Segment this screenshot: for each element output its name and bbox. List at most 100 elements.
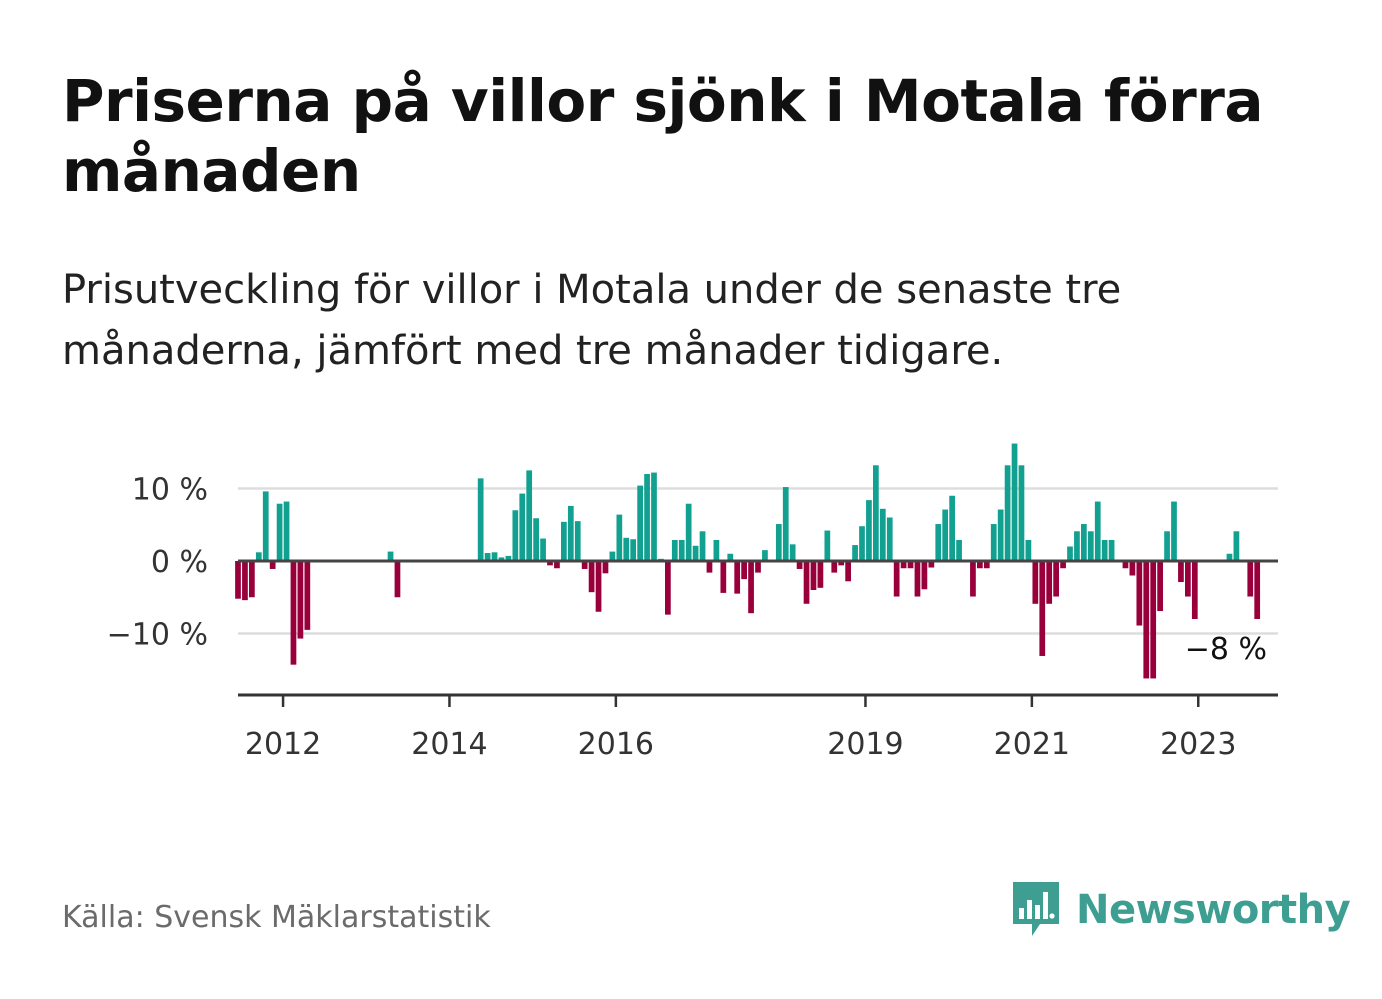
x-tick-label: 2016 — [578, 727, 654, 762]
bar — [1094, 501, 1101, 561]
newsworthy-logo[interactable]: Newsworthy — [1010, 880, 1351, 940]
bar — [1136, 561, 1143, 626]
bar — [1032, 561, 1039, 604]
axes — [238, 559, 1278, 707]
bar — [914, 561, 921, 597]
bar — [262, 491, 269, 561]
bar — [983, 561, 990, 569]
bar — [817, 561, 824, 588]
bar — [859, 526, 865, 561]
bar — [1157, 561, 1163, 612]
bar — [782, 487, 789, 561]
bar — [720, 561, 727, 593]
bar — [810, 561, 817, 590]
bar — [484, 553, 491, 561]
x-tick-label: 2014 — [411, 727, 487, 762]
bar — [588, 561, 595, 593]
bar — [699, 531, 706, 561]
bar — [574, 521, 581, 562]
bars — [235, 443, 1261, 679]
bar — [519, 493, 526, 561]
bar — [789, 544, 796, 561]
bar — [678, 539, 685, 561]
bar — [866, 500, 872, 561]
y-tick-label: 0 % — [151, 545, 208, 580]
bar — [907, 561, 914, 569]
bar — [665, 561, 671, 615]
bar — [956, 539, 962, 561]
bar — [748, 561, 754, 614]
bar — [304, 561, 311, 630]
bar — [561, 521, 567, 561]
bar — [706, 561, 713, 573]
bar — [928, 561, 935, 568]
bar — [935, 524, 942, 561]
bar — [1067, 546, 1073, 561]
last-value-annotation: −8 % — [1185, 632, 1267, 667]
x-tick-label: 2012 — [245, 727, 321, 762]
bar — [1129, 561, 1136, 576]
bar — [1060, 561, 1066, 569]
bar — [477, 478, 484, 561]
bar — [1039, 561, 1046, 656]
bar — [1074, 531, 1080, 561]
bar — [637, 485, 643, 561]
bar — [997, 509, 1004, 561]
bar — [873, 465, 879, 561]
bar — [727, 553, 734, 561]
bar — [644, 474, 650, 561]
bar — [1185, 561, 1191, 597]
bar — [1150, 561, 1157, 679]
source-note: Källa: Svensk Mäklarstatistik — [62, 900, 491, 935]
bar — [949, 495, 955, 561]
bar — [692, 545, 699, 561]
bar — [235, 561, 241, 599]
bar — [1254, 561, 1261, 619]
bar — [526, 470, 533, 562]
bar — [1011, 443, 1018, 561]
bar — [921, 561, 928, 590]
bar — [741, 561, 747, 580]
bar — [796, 561, 803, 569]
bar — [671, 539, 678, 561]
bar — [1191, 561, 1198, 619]
bar — [990, 524, 997, 561]
bar — [831, 561, 838, 573]
bar — [838, 561, 845, 566]
tick-labels: 10 % 0 % −10 % 2012 2014 2016 2019 2021 2023 −8 % — [107, 473, 1267, 763]
bar — [755, 561, 761, 573]
bar — [852, 545, 858, 561]
bar — [255, 552, 262, 561]
bar — [276, 503, 283, 561]
bar — [387, 551, 394, 561]
bar — [616, 514, 623, 561]
bar — [498, 557, 505, 562]
bar — [1143, 561, 1150, 679]
bar — [803, 561, 810, 604]
x-tick-label: 2023 — [1160, 727, 1236, 762]
y-tick-label: −10 % — [107, 618, 208, 653]
bar — [713, 539, 720, 561]
bar — [623, 537, 630, 561]
bar — [685, 503, 692, 561]
bar — [824, 530, 831, 561]
bar — [567, 505, 574, 561]
y-tick-label: 10 % — [132, 473, 208, 508]
bar — [505, 555, 512, 561]
bar — [595, 561, 602, 612]
bar — [970, 561, 976, 597]
bar — [651, 472, 657, 561]
bar — [1081, 524, 1087, 561]
bar — [242, 561, 248, 601]
bar — [290, 561, 297, 665]
bar — [1178, 561, 1184, 583]
chart-subtitle: Prisutveckling för villor i Motala under… — [62, 267, 1122, 374]
bar — [512, 510, 519, 561]
bar — [762, 550, 768, 562]
bar — [942, 509, 949, 561]
bar — [1018, 465, 1025, 561]
bar — [1233, 531, 1240, 561]
bar — [1247, 561, 1254, 597]
bar — [630, 539, 637, 561]
bar — [297, 561, 304, 639]
